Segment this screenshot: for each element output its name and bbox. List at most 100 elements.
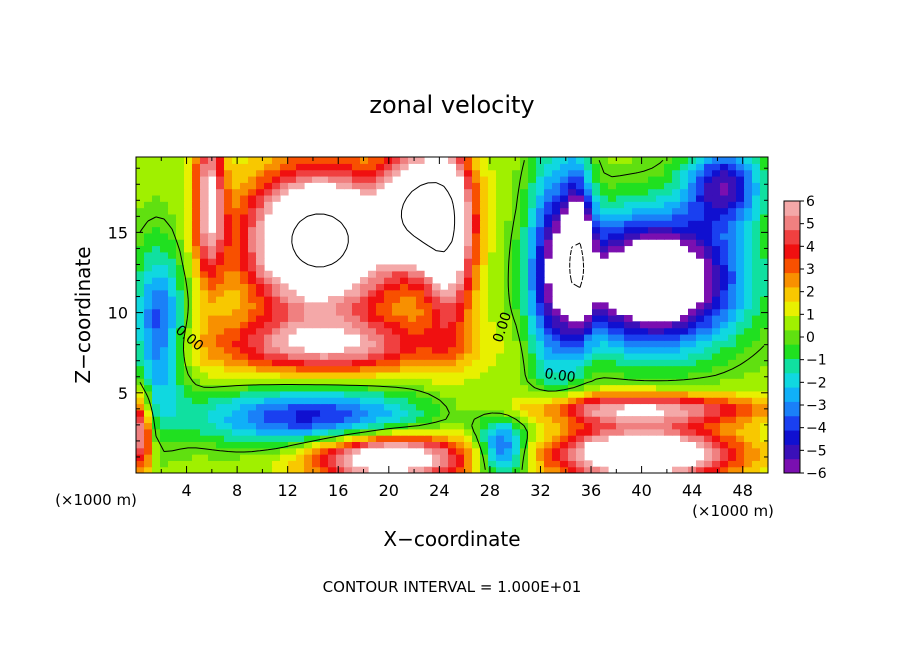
heatmap-cell [472,207,481,215]
heatmap-cell [456,352,465,360]
heatmap-cell [600,390,609,398]
heatmap-cell [744,251,753,259]
heatmap-cell [728,454,737,461]
heatmap-cell [704,422,713,430]
heatmap-cell [400,422,409,430]
heatmap-cell [312,447,321,455]
heatmap-cell [648,397,657,405]
heatmap-cell [168,245,177,253]
heatmap-cell [184,277,193,284]
heatmap-cell [512,232,521,240]
heatmap-cell [528,289,537,297]
heatmap-cell [512,226,521,234]
heatmap-cell [416,157,425,164]
heatmap-cell [480,245,489,253]
heatmap-cell [456,454,465,461]
heatmap-cell [720,175,729,183]
heatmap-cell [200,321,209,329]
heatmap-cell [496,321,505,329]
heatmap-cell [464,226,473,234]
heatmap-cell [488,359,497,367]
heatmap-cell [480,428,489,436]
heatmap-cell [720,321,729,329]
heatmap-cell [136,163,145,171]
heatmap-cell [600,315,609,322]
heatmap-cell [136,157,145,164]
heatmap-cell [168,169,177,177]
heatmap-cell [168,239,177,247]
heatmap-cell [760,207,768,215]
heatmap-cell [736,352,745,360]
heatmap-cell [160,333,169,341]
heatmap-cell [656,321,665,329]
heatmap-cell [744,384,753,392]
heatmap-cell [416,466,425,473]
heatmap-cell [680,327,689,335]
heatmap-cell [480,321,489,329]
heatmap-cell [248,466,257,473]
heatmap-cell [520,403,529,411]
heatmap-cell [360,188,369,196]
heatmap-cell [576,447,585,455]
heatmap-cell [320,321,329,329]
heatmap-cell [288,403,297,411]
heatmap-cell [760,346,768,354]
heatmap-cell [760,289,768,297]
heatmap-cell [648,384,657,392]
heatmap-cell [760,378,768,386]
heatmap-cell [352,378,361,386]
heatmap-cell [200,289,209,297]
heatmap-cell [400,359,409,367]
heatmap-cell [400,378,409,386]
heatmap-cell [272,359,281,367]
heatmap-cell [592,220,601,228]
heatmap-cell [736,251,745,259]
heatmap-cell [224,365,233,373]
heatmap-cell [136,296,145,303]
heatmap-cell [640,346,649,354]
heatmap-cell [600,371,609,379]
heatmap-cell [248,428,257,436]
heatmap-cell [728,315,737,322]
heatmap-cell [224,182,233,190]
heatmap-cell [504,232,513,240]
heatmap-cell [160,460,169,468]
heatmap-cell [648,346,657,354]
heatmap-cell [752,454,761,461]
heatmap-cell [168,175,177,183]
heatmap-cell [488,454,497,461]
heatmap-cell [200,397,209,405]
heatmap-cell [608,157,617,164]
heatmap-cell [384,435,393,442]
heatmap-cell [192,460,201,468]
heatmap-cell [576,460,585,468]
heatmap-cell [672,422,681,430]
heatmap-cell [368,296,377,303]
heatmap-cell [672,333,681,341]
heatmap-cell [296,435,305,442]
heatmap-cell [480,194,489,202]
heatmap-cell [744,340,753,348]
heatmap-cell [360,409,369,417]
heatmap-cell [440,308,449,316]
heatmap-cell [632,397,641,405]
heatmap-cell [288,308,297,316]
heatmap-cell [400,327,409,335]
heatmap-cell [624,232,633,240]
heatmap-cell [136,194,145,202]
heatmap-cell [304,416,313,424]
heatmap-cell [704,428,713,436]
heatmap-cell [384,346,393,354]
heatmap-cell [752,239,761,247]
heatmap-cell [248,308,257,316]
heatmap-cell [368,175,377,183]
heatmap-cell [352,308,361,316]
heatmap-cell [560,435,569,442]
heatmap-cell [448,390,457,398]
heatmap-cell [288,384,297,392]
heatmap-cell [616,239,625,247]
heatmap-cell [160,283,169,291]
contour-line [139,159,765,470]
heatmap-cell [536,283,545,291]
